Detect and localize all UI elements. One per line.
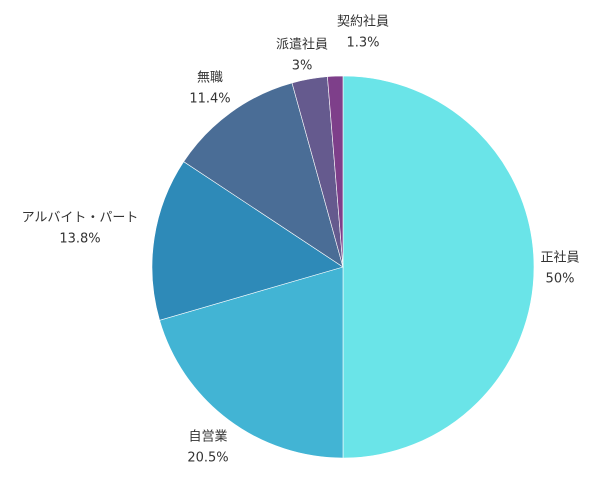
value-label: 11.4% xyxy=(189,92,230,107)
slice-label: 自営業 xyxy=(188,429,227,445)
value-label: 13.8% xyxy=(59,232,100,247)
pie-slice xyxy=(151,161,344,321)
slice-label: 契約社員 xyxy=(337,14,389,30)
value-label: 20.5% xyxy=(187,451,228,466)
slice-label: 正社員 xyxy=(540,250,579,266)
slice-label: 無職 xyxy=(197,71,223,86)
value-label: 3% xyxy=(292,59,313,74)
pie-slice xyxy=(342,75,535,459)
value-label: 50% xyxy=(546,272,575,287)
value-label: 1.3% xyxy=(346,36,379,51)
slice-label: アルバイト・パート xyxy=(22,211,139,226)
pie-slice xyxy=(183,82,344,268)
pie-slice xyxy=(327,75,344,268)
pie-slice xyxy=(159,266,344,459)
slice-label: 派遣社員 xyxy=(276,37,328,53)
